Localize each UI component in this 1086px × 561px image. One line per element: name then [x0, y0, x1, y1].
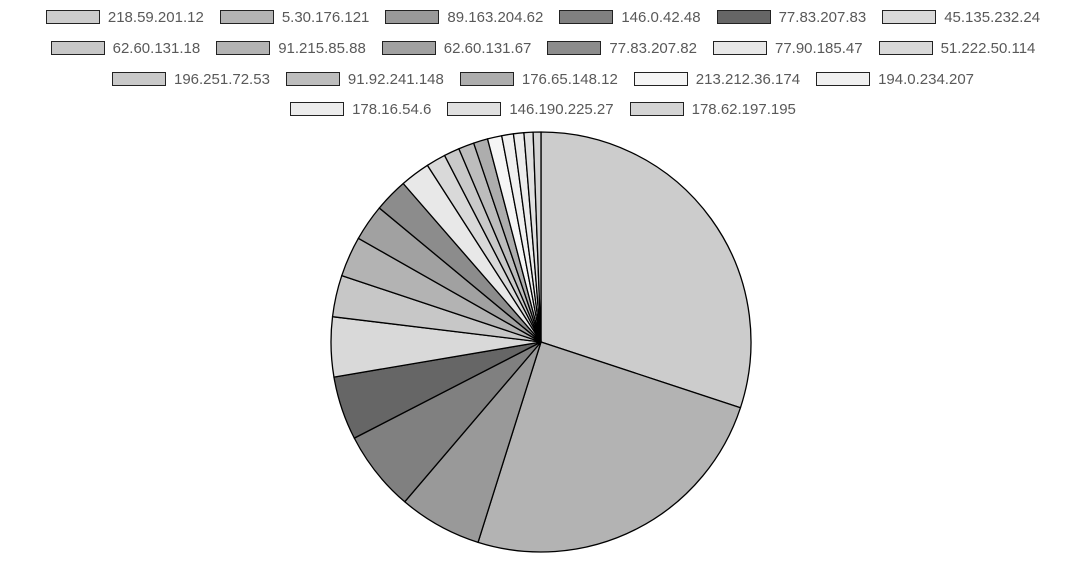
legend-label: 146.190.225.27: [509, 100, 614, 118]
legend-item[interactable]: 146.190.225.27: [447, 100, 614, 118]
legend-label: 146.0.42.48: [621, 8, 701, 26]
legend-swatch: [216, 41, 271, 55]
legend-item[interactable]: 77.83.207.82: [547, 40, 697, 57]
legend-item[interactable]: 178.62.197.195: [629, 100, 796, 118]
legend-swatch: [111, 72, 166, 86]
legend-row: 218.59.201.12 5.30.176.121 89.163.204.62 14…: [0, 7, 1086, 27]
pie-slice[interactable]: [540, 131, 752, 409]
legend-item[interactable]: 176.65.148.12: [459, 70, 618, 88]
legend-item[interactable]: 77.90.185.47: [712, 39, 863, 57]
legend-item[interactable]: 77.83.207.83: [716, 8, 867, 26]
legend-swatch: [45, 10, 100, 24]
legend-item[interactable]: 218.59.201.12: [45, 8, 204, 26]
legend-swatch: [50, 41, 105, 55]
legend-item[interactable]: 45.135.232.24: [882, 9, 1040, 26]
legend-label: 176.65.148.12: [521, 70, 618, 88]
legend-swatch: [716, 10, 771, 24]
legend-item[interactable]: 178.16.54.6: [290, 101, 431, 118]
legend-swatch: [447, 102, 502, 116]
pie-slice[interactable]: [477, 341, 742, 553]
legend-row: 196.251.72.53 91.92.241.148 176.65.148.12 2…: [0, 69, 1086, 89]
legend-swatch: [878, 41, 933, 55]
legend-label: 178.16.54.6: [352, 100, 432, 118]
legend-label: 77.90.185.47: [774, 39, 863, 57]
legend-swatch: [547, 41, 602, 55]
legend-swatch: [459, 72, 514, 86]
legend-item[interactable]: 196.251.72.53: [111, 70, 270, 88]
legend-item[interactable]: 62.60.131.18: [50, 39, 201, 57]
legend-item[interactable]: 91.92.241.148: [285, 70, 444, 88]
legend-item[interactable]: 62.60.131.67: [381, 39, 532, 57]
legend-swatch: [285, 72, 340, 86]
legend-item[interactable]: 194.0.234.207: [816, 71, 974, 88]
legend-swatch: [882, 10, 937, 24]
legend-swatch: [290, 102, 345, 116]
legend-label: 194.0.234.207: [878, 70, 975, 88]
legend-label: 89.163.204.62: [447, 8, 544, 26]
legend-item[interactable]: 91.215.85.88: [216, 40, 366, 57]
legend-label: 77.83.207.83: [778, 8, 867, 26]
legend-label: 91.215.85.88: [278, 39, 366, 57]
legend-swatch: [712, 41, 767, 55]
legend-swatch: [629, 102, 684, 116]
legend-label: 178.62.197.195: [691, 100, 796, 118]
legend-label: 45.135.232.24: [944, 8, 1041, 26]
legend-swatch: [633, 72, 688, 86]
chart-legend: 218.59.201.12 5.30.176.121 89.163.204.62 14…: [0, 0, 1086, 125]
legend-swatch: [385, 10, 440, 24]
legend-row: 62.60.131.18 91.215.85.88 62.60.131.67 77.8…: [0, 38, 1086, 58]
legend-label: 213.212.36.174: [695, 70, 801, 88]
legend-item[interactable]: 89.163.204.62: [385, 9, 543, 26]
legend-label: 62.60.131.67: [443, 39, 532, 57]
legend-item[interactable]: 5.30.176.121: [219, 8, 370, 26]
legend-item[interactable]: 146.0.42.48: [559, 8, 701, 26]
legend-label: 5.30.176.121: [281, 8, 370, 26]
legend-swatch: [559, 10, 614, 24]
legend-label: 77.83.207.82: [609, 39, 697, 57]
legend-label: 218.59.201.12: [107, 8, 204, 26]
legend-label: 196.251.72.53: [173, 70, 270, 88]
legend-swatch: [816, 72, 871, 86]
legend-swatch: [219, 10, 274, 24]
pie-slice[interactable]: [532, 131, 542, 343]
legend-item[interactable]: 213.212.36.174: [633, 70, 801, 88]
legend-item[interactable]: 51.222.50.114: [878, 39, 1036, 57]
legend-label: 51.222.50.114: [940, 39, 1036, 57]
legend-swatch: [381, 41, 436, 55]
legend-row: 178.16.54.6 146.190.225.27 178.62.197.195: [0, 99, 1086, 119]
legend-label: 91.92.241.148: [347, 70, 444, 88]
legend-label: 62.60.131.18: [112, 39, 201, 57]
